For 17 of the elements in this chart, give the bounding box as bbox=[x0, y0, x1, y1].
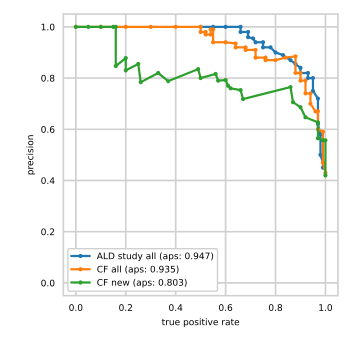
y-tick-label: 0.8 bbox=[41, 74, 54, 82]
x-tick-label: 1.0 bbox=[319, 304, 332, 311]
x-tick-label: 0.2 bbox=[119, 304, 132, 311]
y-tick-label: 0.6 bbox=[41, 126, 54, 133]
x-axis-title: true positive rate bbox=[162, 318, 240, 328]
legend-label: CF all (aps: 0.935) bbox=[97, 266, 179, 274]
x-tick-label: 0.6 bbox=[219, 304, 232, 311]
y-tick-label: 0.2 bbox=[41, 228, 54, 236]
y-tick-label: 0.0 bbox=[41, 280, 54, 286]
x-tick-label: 0.4 bbox=[169, 304, 182, 311]
legend-label: ALD study all (aps: 0.947) bbox=[96, 252, 214, 262]
y-axis-title: precision bbox=[26, 135, 36, 174]
x-tick-label: 0.8 bbox=[268, 304, 282, 311]
legend-label: CF new (aps: 0.803) bbox=[97, 278, 187, 288]
x-tick-label: 0.0 bbox=[69, 304, 82, 311]
y-tick-label: 0.4 bbox=[41, 177, 55, 184]
y-tick-label: 1.0 bbox=[42, 24, 54, 30]
